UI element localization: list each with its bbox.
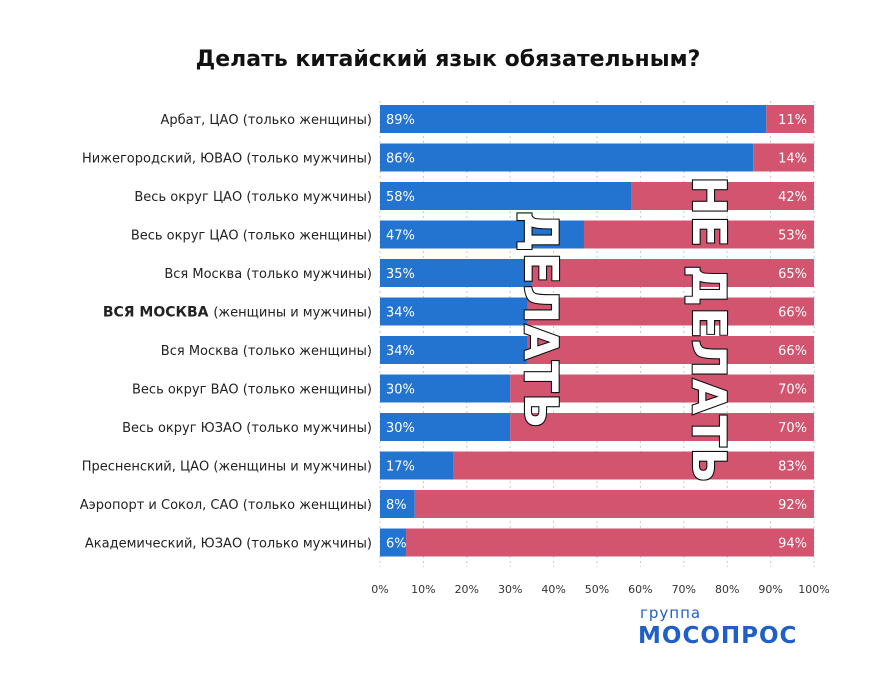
value-label-do: 47% [386, 229, 415, 244]
bar-dont [753, 143, 814, 172]
bars: 89% 11% 86% 14% 58% 42% 47% 53% 35% 65% 34% 66% 34% 6… [380, 105, 814, 557]
bar-do [380, 374, 511, 403]
value-label-dont: 65% [778, 267, 807, 282]
value-label-do: 30% [386, 421, 415, 436]
bar-do [380, 490, 415, 518]
category-label: Вся Москва (только мужчины) [164, 267, 372, 282]
x-tick-label: 30% [498, 583, 522, 596]
bar-dont [766, 105, 814, 133]
value-label-dont: 42% [778, 190, 807, 205]
mosopros-logo: группа МОСОПРОС [638, 604, 797, 649]
bar-dont [510, 413, 814, 441]
x-tick-label: 90% [758, 583, 782, 596]
annotation-do: ДЕЛАТЬ [514, 211, 568, 430]
bar-do [380, 451, 454, 480]
category-label: Аэропорт и Сокол, САО (только женщины) [80, 498, 372, 513]
bar-dont [453, 451, 814, 480]
value-label-do: 34% [386, 306, 415, 321]
chart-title: Делать китайский язык обязательным? [196, 47, 701, 72]
category-label: ВСЯ МОСКВА (женщины и мужчины) [103, 305, 372, 321]
category-label: Вся Москва (только женщины) [161, 344, 372, 359]
value-label-dont: 92% [778, 498, 807, 513]
bar-do [380, 528, 407, 557]
logo-line1: группа [640, 604, 701, 622]
bar-dont [583, 220, 814, 249]
value-label-dont: 83% [778, 460, 807, 475]
value-label-dont: 70% [778, 421, 807, 436]
value-label-do: 35% [386, 267, 415, 282]
bar-dont [527, 297, 814, 326]
x-tick-label: 10% [411, 583, 435, 596]
annotations: ДЕЛАТЬ НЕ ДЕЛАТЬ [513, 175, 737, 485]
bar-do [380, 413, 511, 441]
value-label-do: 30% [386, 383, 415, 398]
value-label-dont: 94% [778, 537, 807, 552]
bar-do [380, 105, 767, 133]
bar-do [380, 297, 528, 326]
x-tick-label: 50% [585, 583, 609, 596]
value-label-dont: 11% [778, 113, 807, 128]
value-label-do: 8% [386, 498, 407, 513]
x-tick-label: 80% [715, 583, 739, 596]
x-tick-label: 100% [798, 583, 829, 596]
bar-dont [414, 490, 814, 518]
value-label-do: 86% [386, 152, 415, 167]
x-tick-label: 0% [371, 583, 388, 596]
bar-do [380, 220, 584, 249]
category-label: Пресненский, ЦАО (женщины и мужчины) [82, 460, 372, 475]
value-label-dont: 53% [778, 229, 807, 244]
category-labels: Арбат, ЦАО (только женщины) Нижегородский… [80, 113, 372, 552]
value-label-dont: 70% [778, 383, 807, 398]
value-label-dont: 14% [778, 152, 807, 167]
logo-line2: МОСОПРОС [638, 623, 797, 649]
category-label: Арбат, ЦАО (только женщины) [160, 113, 372, 128]
x-axis-ticks: 0% 10% 20% 30% 40% 50% 60% 70% 80% 90% 100% [371, 583, 829, 596]
category-label: Весь округ ЦАО (только мужчины) [134, 190, 372, 205]
bar-do [380, 143, 754, 172]
value-label-do: 6% [386, 537, 407, 552]
x-tick-label: 70% [672, 583, 696, 596]
category-label: Весь округ ВАО (только женщины) [132, 383, 372, 398]
category-label: Нижегородский, ЮВАО (только мужчины) [82, 152, 372, 167]
annotation-dont: НЕ ДЕЛАТЬ [682, 176, 736, 484]
value-label-dont: 66% [778, 344, 807, 359]
bar-do [380, 182, 632, 210]
x-tick-label: 40% [541, 583, 565, 596]
value-label-do: 34% [386, 344, 415, 359]
bar-do [380, 336, 528, 364]
value-label-do: 89% [386, 113, 415, 128]
bar-dont [631, 182, 814, 210]
x-tick-label: 20% [455, 583, 479, 596]
bar-dont [531, 259, 814, 287]
bar-do [380, 259, 532, 287]
category-label: Весь округ ЮЗАО (только мужчины) [122, 421, 372, 436]
value-label-do: 17% [386, 460, 415, 475]
bar-dont [527, 336, 814, 364]
x-tick-label: 60% [628, 583, 652, 596]
value-label-dont: 66% [778, 306, 807, 321]
bar-dont [406, 528, 814, 557]
category-label: Академический, ЮЗАО (только мужчины) [85, 537, 372, 552]
value-label-do: 58% [386, 190, 415, 205]
category-label: Весь округ ЦАО (только женщины) [131, 229, 372, 244]
bar-dont [510, 374, 814, 403]
